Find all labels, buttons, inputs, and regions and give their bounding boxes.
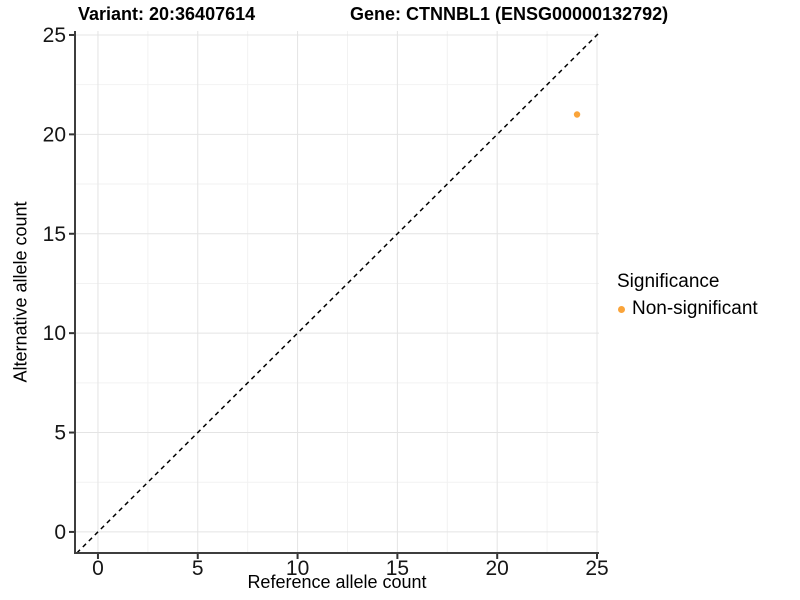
x-tick-label: 0 xyxy=(92,557,104,580)
y-tick-label: 0 xyxy=(54,521,66,544)
y-tick-label: 5 xyxy=(54,422,66,445)
y-axis-title: Alternative allele count xyxy=(10,201,31,383)
plot-title-gene: Gene: CTNNBL1 (ENSG00000132792) xyxy=(350,4,669,24)
identity-line xyxy=(76,32,600,554)
y-tick-label: 15 xyxy=(43,223,66,246)
legend-point-icon xyxy=(618,306,625,313)
y-tick-label: 20 xyxy=(43,123,66,146)
y-tick-label: 10 xyxy=(43,322,66,345)
data-point xyxy=(573,111,581,118)
x-tick-label: 5 xyxy=(192,557,204,580)
y-tick-label: 25 xyxy=(43,24,66,47)
x-tick-label: 10 xyxy=(286,557,309,580)
legend-item-nonsignificant: Non-significant xyxy=(617,298,758,320)
legend: Significance Non-significant xyxy=(617,271,758,320)
plot-title-variant: Variant: 20:36407614 xyxy=(78,4,256,24)
legend-item-label: Non-significant xyxy=(632,298,758,319)
x-tick-label: 20 xyxy=(486,557,509,580)
x-tick-label: 15 xyxy=(386,557,409,580)
x-axis-title: Reference allele count xyxy=(247,572,427,592)
x-tick-label: 25 xyxy=(585,557,608,580)
legend-title: Significance xyxy=(617,271,720,292)
